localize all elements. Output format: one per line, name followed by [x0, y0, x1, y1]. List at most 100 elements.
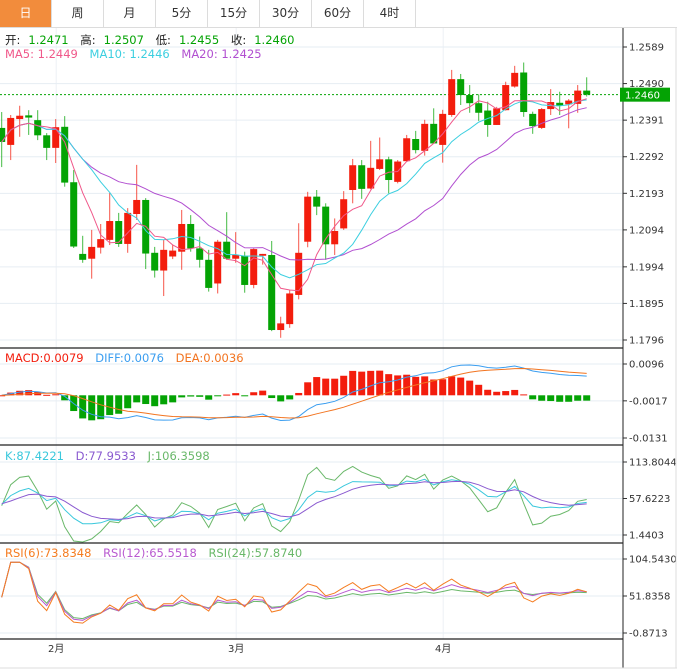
candle [25, 110, 33, 135]
candle [43, 133, 51, 161]
macd-histogram-bar [106, 395, 114, 416]
k-line [1, 478, 587, 525]
candle [421, 119, 429, 156]
macd-histogram-bar [430, 379, 438, 396]
macd-histogram-bar [25, 390, 33, 396]
x-axis-month-label: 3月 [228, 643, 244, 655]
high-label: 高: [80, 33, 96, 47]
axis-tick-label: 1.2589 [629, 43, 664, 54]
ma10-line [1, 99, 587, 279]
candle-body [313, 196, 321, 207]
macd-histogram-bar [511, 389, 519, 396]
candle [0, 112, 6, 168]
close-label: 收: [230, 33, 247, 47]
axis-tick-label: 1.2292 [629, 152, 664, 163]
candle [106, 192, 114, 246]
macd-histogram-bar [241, 395, 249, 397]
macd-histogram-bar [16, 390, 24, 396]
tab-week[interactable]: 周 [52, 0, 104, 27]
candle [538, 107, 546, 130]
candle-body [376, 159, 384, 169]
kdj-legend: K:87.4221 D:77.9533 J:106.3598 [5, 449, 218, 463]
candle-body [322, 206, 330, 245]
rsi24-value: RSI(24):57.8740 [208, 546, 303, 560]
tab-5min[interactable]: 5分 [156, 0, 208, 27]
candle-body [331, 231, 339, 245]
ma20-value: MA20: 1.2425 [181, 47, 262, 61]
macd-histogram-bar [313, 377, 321, 396]
candle [331, 218, 339, 256]
candle-body [16, 115, 24, 120]
j-line [1, 465, 587, 543]
macd-histogram-bar [0, 395, 6, 397]
macd-histogram-bar [142, 395, 150, 405]
candle-body [214, 241, 222, 284]
candle-body [70, 182, 78, 247]
macd-histogram-bar [493, 391, 501, 396]
candle-body [187, 223, 195, 249]
macd-histogram-bar [178, 395, 186, 398]
tab-60min[interactable]: 60分 [312, 0, 364, 27]
candle-body [7, 117, 15, 145]
axis-tick-label: 1.2391 [629, 116, 664, 127]
candle [304, 191, 312, 248]
candle [367, 140, 375, 190]
axis-tick-label: 104.5430 [629, 555, 677, 566]
candle [79, 235, 87, 263]
candle-body [232, 255, 240, 259]
candle-body [502, 85, 510, 111]
axis-tick-label: -0.0017 [629, 396, 668, 407]
dea-value: DEA:0.0036 [175, 351, 244, 365]
rsi12-value: RSI(12):65.5518 [103, 546, 197, 560]
macd-histogram-bar [583, 395, 591, 401]
candle-body [79, 253, 87, 260]
candle-body [583, 90, 591, 95]
candle-body [493, 108, 501, 125]
macd-histogram-bar [547, 395, 555, 402]
macd-histogram-bar [52, 394, 60, 396]
rsi24-line [1, 561, 587, 620]
period-tab-bar: 日 周 月 5分 15分 30分 60分 4时 [0, 0, 677, 28]
candle-body [484, 110, 492, 125]
tab-month[interactable]: 月 [104, 0, 156, 27]
candle [439, 109, 447, 163]
candle [241, 251, 249, 293]
candle [313, 189, 321, 216]
candle [385, 156, 393, 194]
candle [340, 191, 348, 230]
macd-histogram-bar [223, 394, 231, 396]
macd-histogram-bar [394, 375, 402, 396]
candle [115, 212, 123, 247]
axis-tick-label: -0.0131 [629, 434, 668, 445]
macd-histogram-bar [484, 389, 492, 396]
candle [187, 215, 195, 252]
candle-body [160, 249, 168, 271]
macd-histogram-bar [502, 391, 510, 396]
candle-body [106, 221, 114, 240]
axis-tick-label: 1.2193 [629, 189, 664, 200]
macd-histogram-bar [556, 395, 564, 402]
axis-tick-label: 51.8358 [629, 592, 670, 603]
macd-histogram-bar [259, 390, 267, 396]
candle-body [88, 246, 96, 259]
candle-body [367, 167, 375, 189]
tab-15min[interactable]: 15分 [208, 0, 260, 27]
candle [583, 77, 591, 97]
candle [448, 69, 456, 117]
x-axis-month-label: 4月 [435, 643, 451, 655]
candle-body [97, 239, 105, 248]
tab-4hour[interactable]: 4时 [364, 0, 416, 27]
rsi6-line [1, 561, 587, 624]
tab-day[interactable]: 日 [0, 0, 52, 27]
axis-tick-label: 1.4403 [629, 531, 664, 542]
axis-tick-label: 113.8044 [629, 458, 677, 469]
dea-line [1, 367, 587, 419]
candle [70, 170, 78, 248]
candle-body [574, 90, 582, 104]
axis-tick-label: 1.2094 [629, 225, 664, 236]
axis-tick-label: 0.0096 [629, 360, 664, 371]
candle-body [421, 123, 429, 151]
candle-body [115, 221, 123, 244]
tab-30min[interactable]: 30分 [260, 0, 312, 27]
